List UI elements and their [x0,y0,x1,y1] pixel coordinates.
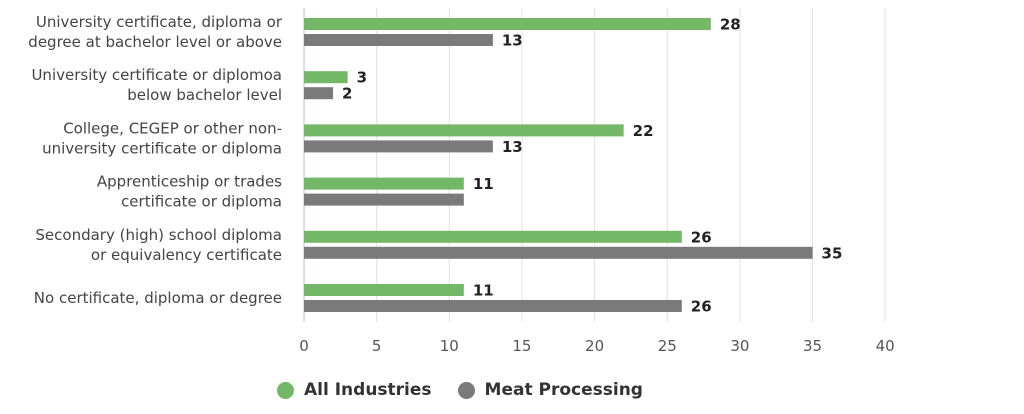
category-label: Secondary (high) school diploma [35,226,282,244]
legend-dot-all-industries [277,381,294,399]
bar-all-industries[interactable] [304,284,464,296]
bar-meat-processing[interactable] [304,300,682,312]
legend-item-meat-processing[interactable]: Meat Processing [457,380,643,400]
category-label: University certificate or diplomoa [31,66,282,84]
tick-label: 30 [730,337,749,355]
data-label: 11 [473,282,494,300]
data-label: 3 [357,69,367,87]
tick-label: 40 [876,337,895,355]
data-label: 2 [342,85,352,103]
tick-label: 20 [585,337,604,355]
legend-item-all-industries[interactable]: All Industries [277,380,432,400]
bar-all-industries[interactable] [304,124,624,137]
legend-dot-meat-processing [457,381,475,399]
category-label: No certificate, diploma or degree [34,289,282,307]
data-label: 13 [502,32,523,50]
data-label: 26 [691,228,712,246]
legend: All Industries Meat Processing [0,380,920,400]
tick-label: 0 [299,337,309,355]
category-label: certificate or diploma [121,193,282,211]
tick-label: 5 [372,337,382,355]
category-label: below bachelor level [127,86,282,104]
category-label: university certificate or diploma [42,139,282,157]
bar-chart: 0 5 10 15 20 25 30 35 40 University certificate, … [28,8,895,355]
tick-label: 25 [658,337,677,355]
category-label: degree at bachelor level or above [28,33,282,51]
tick-label: 35 [803,337,822,355]
data-label: 35 [822,244,843,262]
bar-meat-processing[interactable] [304,193,464,206]
bar-meat-processing[interactable] [304,34,493,46]
data-label: 13 [502,138,523,156]
legend-label-all-industries: All Industries [304,380,432,400]
data-label: 28 [720,16,741,34]
category-label: College, CEGEP or other non- [63,119,282,137]
tick-label: 15 [512,337,531,355]
data-label: 26 [691,298,712,316]
category-label: Apprenticeship or trades [97,173,282,191]
data-label: 22 [633,122,654,140]
bar-all-industries[interactable] [304,71,348,84]
category-label: or equivalency certificate [91,246,282,264]
bar-all-industries[interactable] [304,230,682,243]
bar-meat-processing[interactable] [304,140,493,153]
bar-meat-processing[interactable] [304,87,334,100]
legend-label-meat-processing: Meat Processing [484,380,643,400]
bar-all-industries[interactable] [304,18,711,30]
tick-label: 10 [440,337,459,355]
category-label: University certificate, diploma or [36,13,283,31]
bar-meat-processing[interactable] [304,246,813,259]
data-label: 11 [473,175,494,193]
bar-all-industries[interactable] [304,177,464,190]
